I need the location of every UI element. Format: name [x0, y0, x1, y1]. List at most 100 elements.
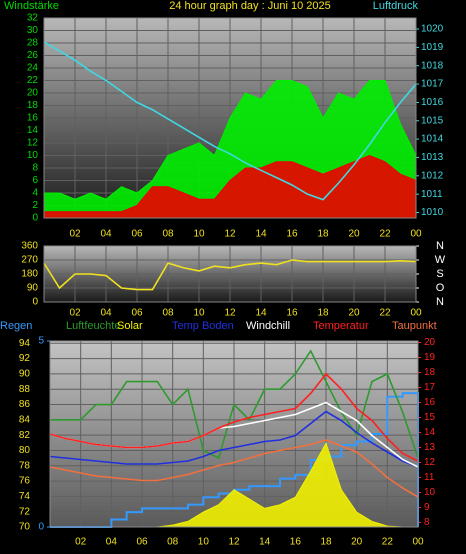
y-tick-label: 2	[32, 200, 38, 211]
y-tick-label: 180	[21, 269, 38, 280]
y-tick-label: 88	[19, 384, 31, 395]
y2-tick-label: 12	[424, 457, 436, 468]
y2-tick-label: 17	[424, 382, 436, 393]
y-tick-label: 8	[32, 163, 38, 174]
x-tick-label: 22	[379, 308, 391, 319]
y2-tick-label: 9	[424, 502, 430, 513]
legend-entry: Solar	[117, 320, 143, 332]
y-tick-label: 82	[19, 430, 31, 441]
y2-tick-label: N	[436, 240, 444, 252]
x-tick-label: 14	[255, 229, 267, 240]
legend-entry: Taupunkt	[392, 320, 437, 332]
x-tick-label: 10	[193, 229, 205, 240]
series-line	[49, 439, 419, 498]
y2-tick-label: 19	[424, 352, 436, 363]
y2-tick-label: S	[436, 268, 443, 280]
y2-tick-label: 14	[424, 427, 436, 438]
y2-tick-label: 1010	[421, 207, 444, 218]
x-tick-label: 16	[286, 229, 298, 240]
y2-tick-label: 1017	[421, 79, 444, 90]
x-tick-label: 00	[410, 229, 422, 240]
legend-entry: Temperatur	[313, 320, 369, 332]
y-axis-title: Windstärke	[4, 0, 59, 12]
x-tick-label: 02	[69, 308, 81, 319]
y2-tick-label: 13	[424, 442, 436, 453]
legend-entry: Luftfeuchte	[66, 320, 120, 332]
series-line	[43, 41, 417, 201]
x-tick-label: 02	[75, 537, 87, 548]
y3-tick-label: 0	[38, 522, 44, 533]
x-tick-label: 18	[317, 308, 329, 319]
y-tick-label: 4	[32, 188, 38, 199]
x-tick-label: 04	[106, 537, 118, 548]
y2-tick-label: 1011	[421, 189, 443, 200]
legend-entry: Regen	[0, 320, 32, 332]
y-tick-label: 92	[19, 353, 31, 364]
y-tick-label: 72	[19, 506, 31, 517]
y-tick-label: 18	[27, 100, 39, 111]
plot-frame	[43, 17, 417, 219]
y-tick-label: 94	[19, 338, 31, 349]
y-tick-label: 6	[32, 175, 38, 186]
y-tick-label: 70	[19, 522, 31, 533]
series-line	[43, 259, 417, 291]
x-tick-label: 12	[224, 229, 236, 240]
y-tick-label: 84	[19, 414, 31, 425]
x-tick-label: 04	[100, 229, 112, 240]
y-tick-label: 86	[19, 399, 31, 410]
y2-tick-label: 1015	[421, 115, 444, 126]
y2-tick-label: 1014	[421, 134, 444, 145]
x-tick-label: 02	[69, 229, 81, 240]
x-tick-label: 10	[193, 308, 205, 319]
y-tick-label: 90	[27, 283, 39, 294]
plot-frame	[43, 245, 417, 303]
y2-tick-label: 1020	[421, 24, 444, 35]
x-tick-label: 00	[410, 308, 422, 319]
y2-tick-label: 1019	[421, 42, 444, 53]
y-tick-label: 0	[32, 297, 38, 308]
y2-tick-label: 8	[424, 517, 430, 528]
x-tick-label: 14	[259, 537, 271, 548]
x-tick-label: 06	[131, 308, 143, 319]
y-tick-label: 22	[27, 75, 39, 86]
x-tick-label: 00	[412, 537, 424, 548]
y2-tick-label: 10	[424, 487, 436, 498]
y2-tick-label: O	[436, 282, 445, 294]
x-tick-label: 16	[290, 537, 302, 548]
y-tick-label: 0	[32, 213, 38, 224]
x-tick-label: 06	[131, 229, 143, 240]
x-tick-label: 08	[162, 229, 174, 240]
y2-tick-label: 20	[424, 337, 436, 348]
legend-entry: Temp Boden	[172, 320, 234, 332]
y-tick-label: 20	[27, 88, 39, 99]
y-tick-label: 24	[27, 63, 39, 74]
x-tick-label: 08	[167, 537, 179, 548]
x-tick-label: 04	[100, 308, 112, 319]
y-tick-label: 16	[27, 113, 39, 124]
y-tick-label: 10	[27, 150, 39, 161]
y-tick-label: 30	[27, 25, 39, 36]
series-line	[49, 372, 419, 462]
y-tick-label: 28	[27, 38, 39, 49]
y2-tick-label: 1013	[421, 152, 444, 163]
y-tick-label: 12	[27, 138, 39, 149]
y-tick-label: 90	[19, 369, 31, 380]
x-tick-label: 12	[224, 308, 236, 319]
y2-tick-label: 1012	[421, 170, 444, 181]
y-tick-label: 74	[19, 491, 31, 502]
y-tick-label: 76	[19, 476, 31, 487]
x-tick-label: 20	[348, 308, 360, 319]
y2-tick-label: 1018	[421, 60, 444, 71]
y-tick-label: 26	[27, 50, 39, 61]
y2-tick-label: 11	[424, 472, 435, 483]
y2-tick-label: N	[436, 296, 444, 308]
y-tick-label: 14	[27, 125, 39, 136]
x-tick-label: 08	[162, 308, 174, 319]
x-tick-label: 14	[255, 308, 267, 319]
chart-title: 24 hour graph day : Juni 10 2025	[169, 0, 330, 12]
x-tick-label: 18	[320, 537, 332, 548]
y-tick-label: 78	[19, 460, 31, 471]
series-area	[43, 154, 417, 219]
series-line	[50, 392, 419, 528]
